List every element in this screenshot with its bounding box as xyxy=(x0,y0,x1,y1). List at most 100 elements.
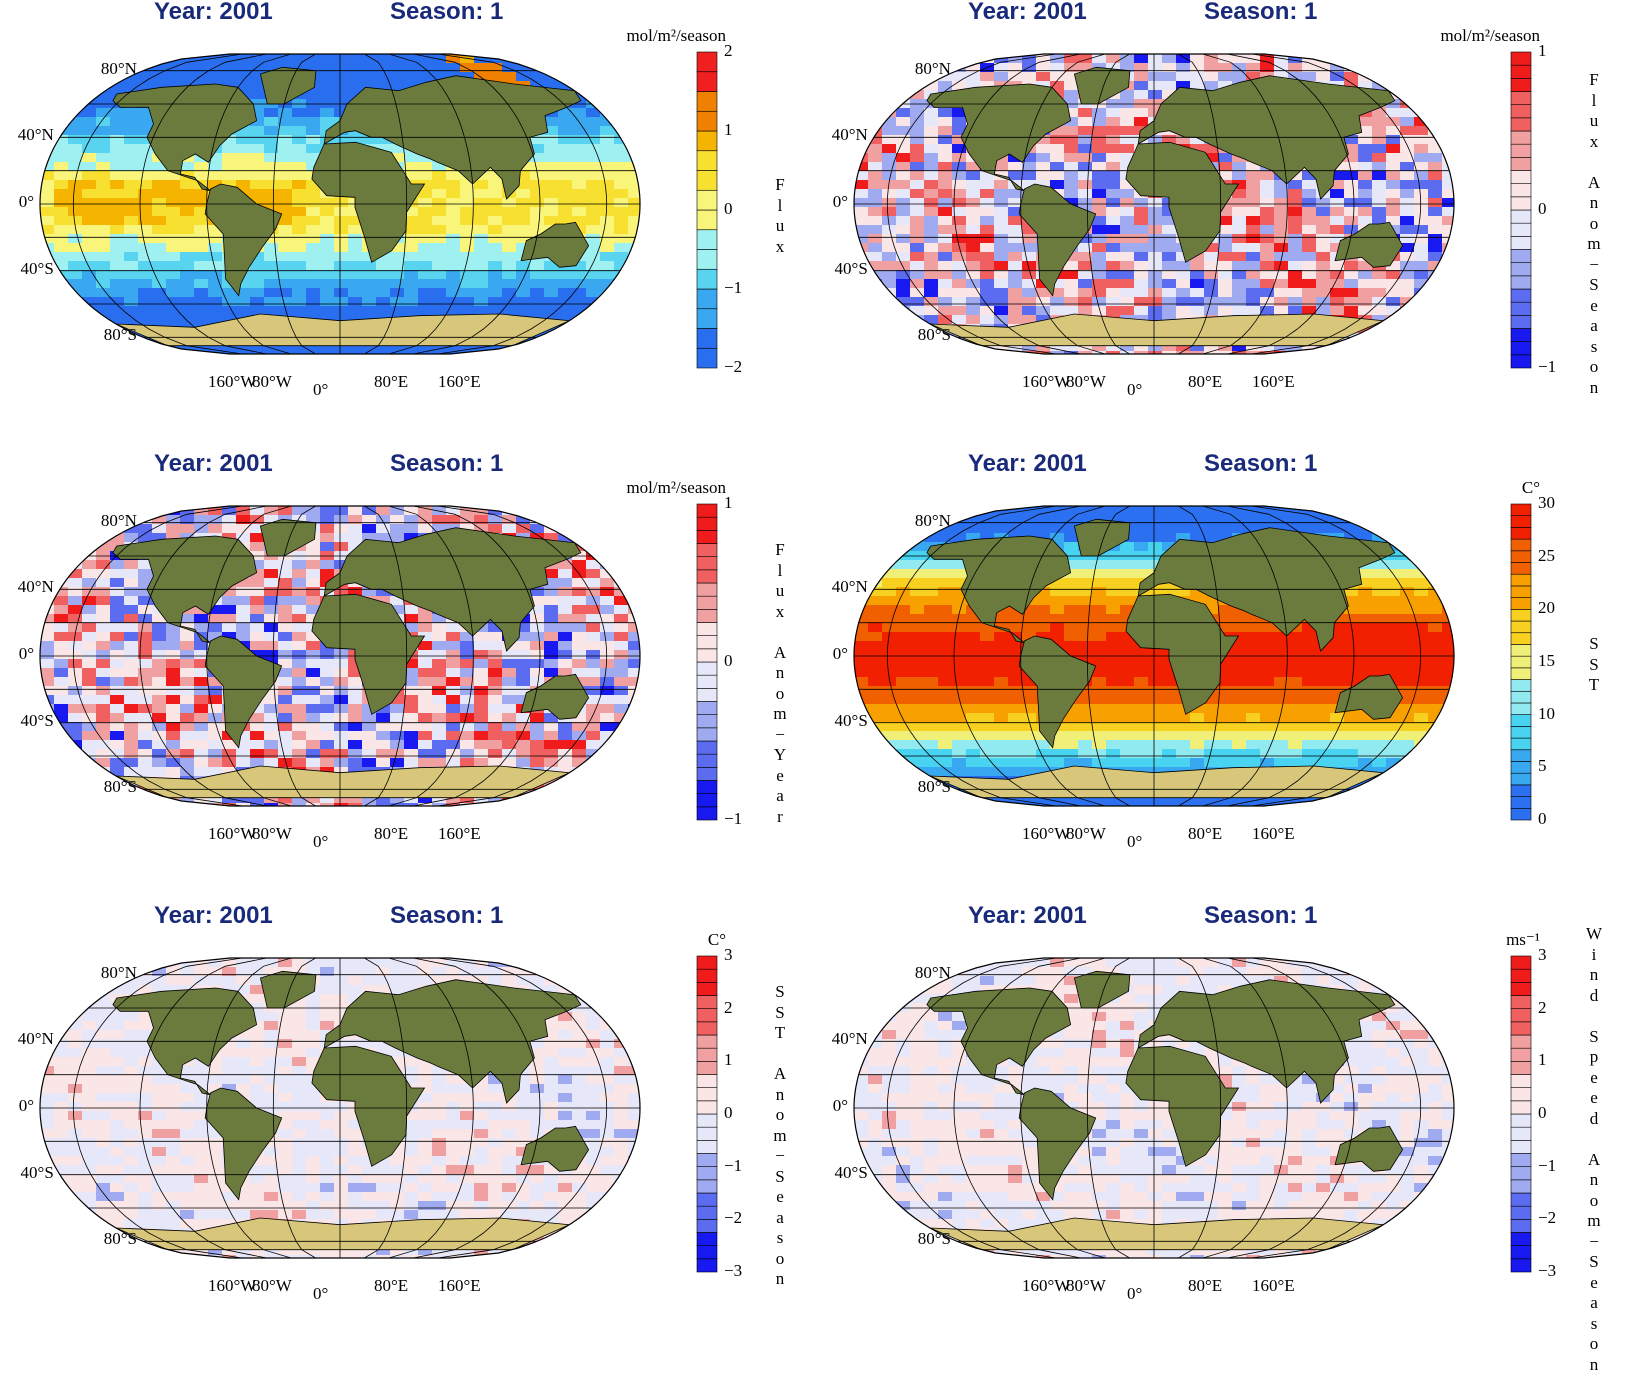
data-cell xyxy=(600,288,615,298)
data-cell xyxy=(250,90,265,100)
latitude-label: 0° xyxy=(0,644,34,664)
data-cell xyxy=(600,144,615,154)
colorbar-segment xyxy=(1511,302,1531,315)
data-cell xyxy=(418,198,433,208)
data-cell xyxy=(1008,162,1023,172)
data-cell xyxy=(460,297,475,307)
data-cell xyxy=(488,740,503,750)
data-cell xyxy=(628,54,643,64)
data-cell xyxy=(1036,153,1051,163)
data-cell xyxy=(854,81,869,91)
data-cell xyxy=(600,243,615,253)
longitude-label: 0° xyxy=(313,832,328,852)
colorbar-tick-label: −1 xyxy=(1538,357,1556,377)
data-cell xyxy=(362,749,377,759)
data-cell xyxy=(854,279,869,289)
latitude-label: 40°S xyxy=(0,259,54,279)
data-cell xyxy=(1316,198,1331,208)
data-cell xyxy=(1288,216,1303,226)
data-cell xyxy=(502,243,517,253)
data-cell xyxy=(348,677,363,687)
data-cell xyxy=(1372,288,1387,298)
data-cell xyxy=(152,207,167,217)
data-cell xyxy=(1260,207,1275,217)
data-cell xyxy=(854,524,869,534)
data-cell xyxy=(882,234,897,244)
data-cell xyxy=(938,243,953,253)
data-cell xyxy=(54,596,69,606)
data-cell xyxy=(1036,162,1051,172)
data-cell xyxy=(1204,533,1219,543)
data-cell xyxy=(40,153,55,163)
data-cell xyxy=(938,108,953,118)
data-cell xyxy=(152,306,167,316)
data-cell xyxy=(250,641,265,651)
data-cell xyxy=(138,162,153,172)
data-cell xyxy=(1050,63,1065,73)
data-cell xyxy=(1162,515,1177,525)
data-cell xyxy=(334,713,349,723)
data-cell xyxy=(306,749,321,759)
data-cell xyxy=(980,180,995,190)
data-cell xyxy=(1204,515,1219,525)
data-cell xyxy=(910,252,925,262)
data-cell xyxy=(96,686,111,696)
data-cell xyxy=(68,234,83,244)
data-cell xyxy=(390,506,405,516)
data-cell xyxy=(110,803,125,813)
data-cell xyxy=(896,108,911,118)
data-cell xyxy=(572,315,587,325)
data-cell xyxy=(502,234,517,244)
data-cell xyxy=(558,180,573,190)
data-cell xyxy=(334,803,349,813)
data-cell xyxy=(1428,533,1443,543)
data-cell xyxy=(418,288,433,298)
data-cell xyxy=(544,632,559,642)
colorbar-segment xyxy=(1511,157,1531,170)
data-cell xyxy=(544,722,559,732)
data-cell xyxy=(882,270,897,280)
data-cell xyxy=(882,207,897,217)
data-cell xyxy=(952,171,967,181)
data-cell xyxy=(1400,234,1415,244)
data-cell xyxy=(110,569,125,579)
data-cell xyxy=(250,297,265,307)
data-cell xyxy=(278,153,293,163)
data-cell xyxy=(488,731,503,741)
data-cell xyxy=(446,225,461,235)
data-cell xyxy=(306,135,321,145)
data-cell xyxy=(1428,216,1443,226)
data-cell xyxy=(1008,243,1023,253)
data-cell xyxy=(306,225,321,235)
data-cell xyxy=(1260,270,1275,280)
data-cell xyxy=(222,524,237,534)
data-cell xyxy=(1260,180,1275,190)
data-cell xyxy=(222,306,237,316)
data-cell xyxy=(124,605,139,615)
data-cell xyxy=(390,279,405,289)
data-cell xyxy=(404,686,419,696)
data-cell xyxy=(236,162,251,172)
data-cell xyxy=(236,63,251,73)
data-cell xyxy=(166,677,181,687)
data-cell xyxy=(264,135,279,145)
data-cell xyxy=(180,713,195,723)
data-cell xyxy=(264,578,279,588)
data-cell xyxy=(236,515,251,525)
data-cell xyxy=(1414,333,1429,343)
data-cell xyxy=(572,54,587,64)
data-cell xyxy=(180,261,195,271)
data-cell xyxy=(138,306,153,316)
data-cell xyxy=(152,198,167,208)
data-cell xyxy=(572,506,587,516)
data-cell xyxy=(432,180,447,190)
data-cell xyxy=(362,72,377,82)
data-cell xyxy=(558,54,573,64)
data-cell xyxy=(292,803,307,813)
data-cell xyxy=(1414,551,1429,561)
data-cell xyxy=(614,551,629,561)
data-cell xyxy=(614,153,629,163)
latitude-label: 80°N xyxy=(57,59,137,79)
data-cell xyxy=(96,297,111,307)
data-cell xyxy=(110,614,125,624)
